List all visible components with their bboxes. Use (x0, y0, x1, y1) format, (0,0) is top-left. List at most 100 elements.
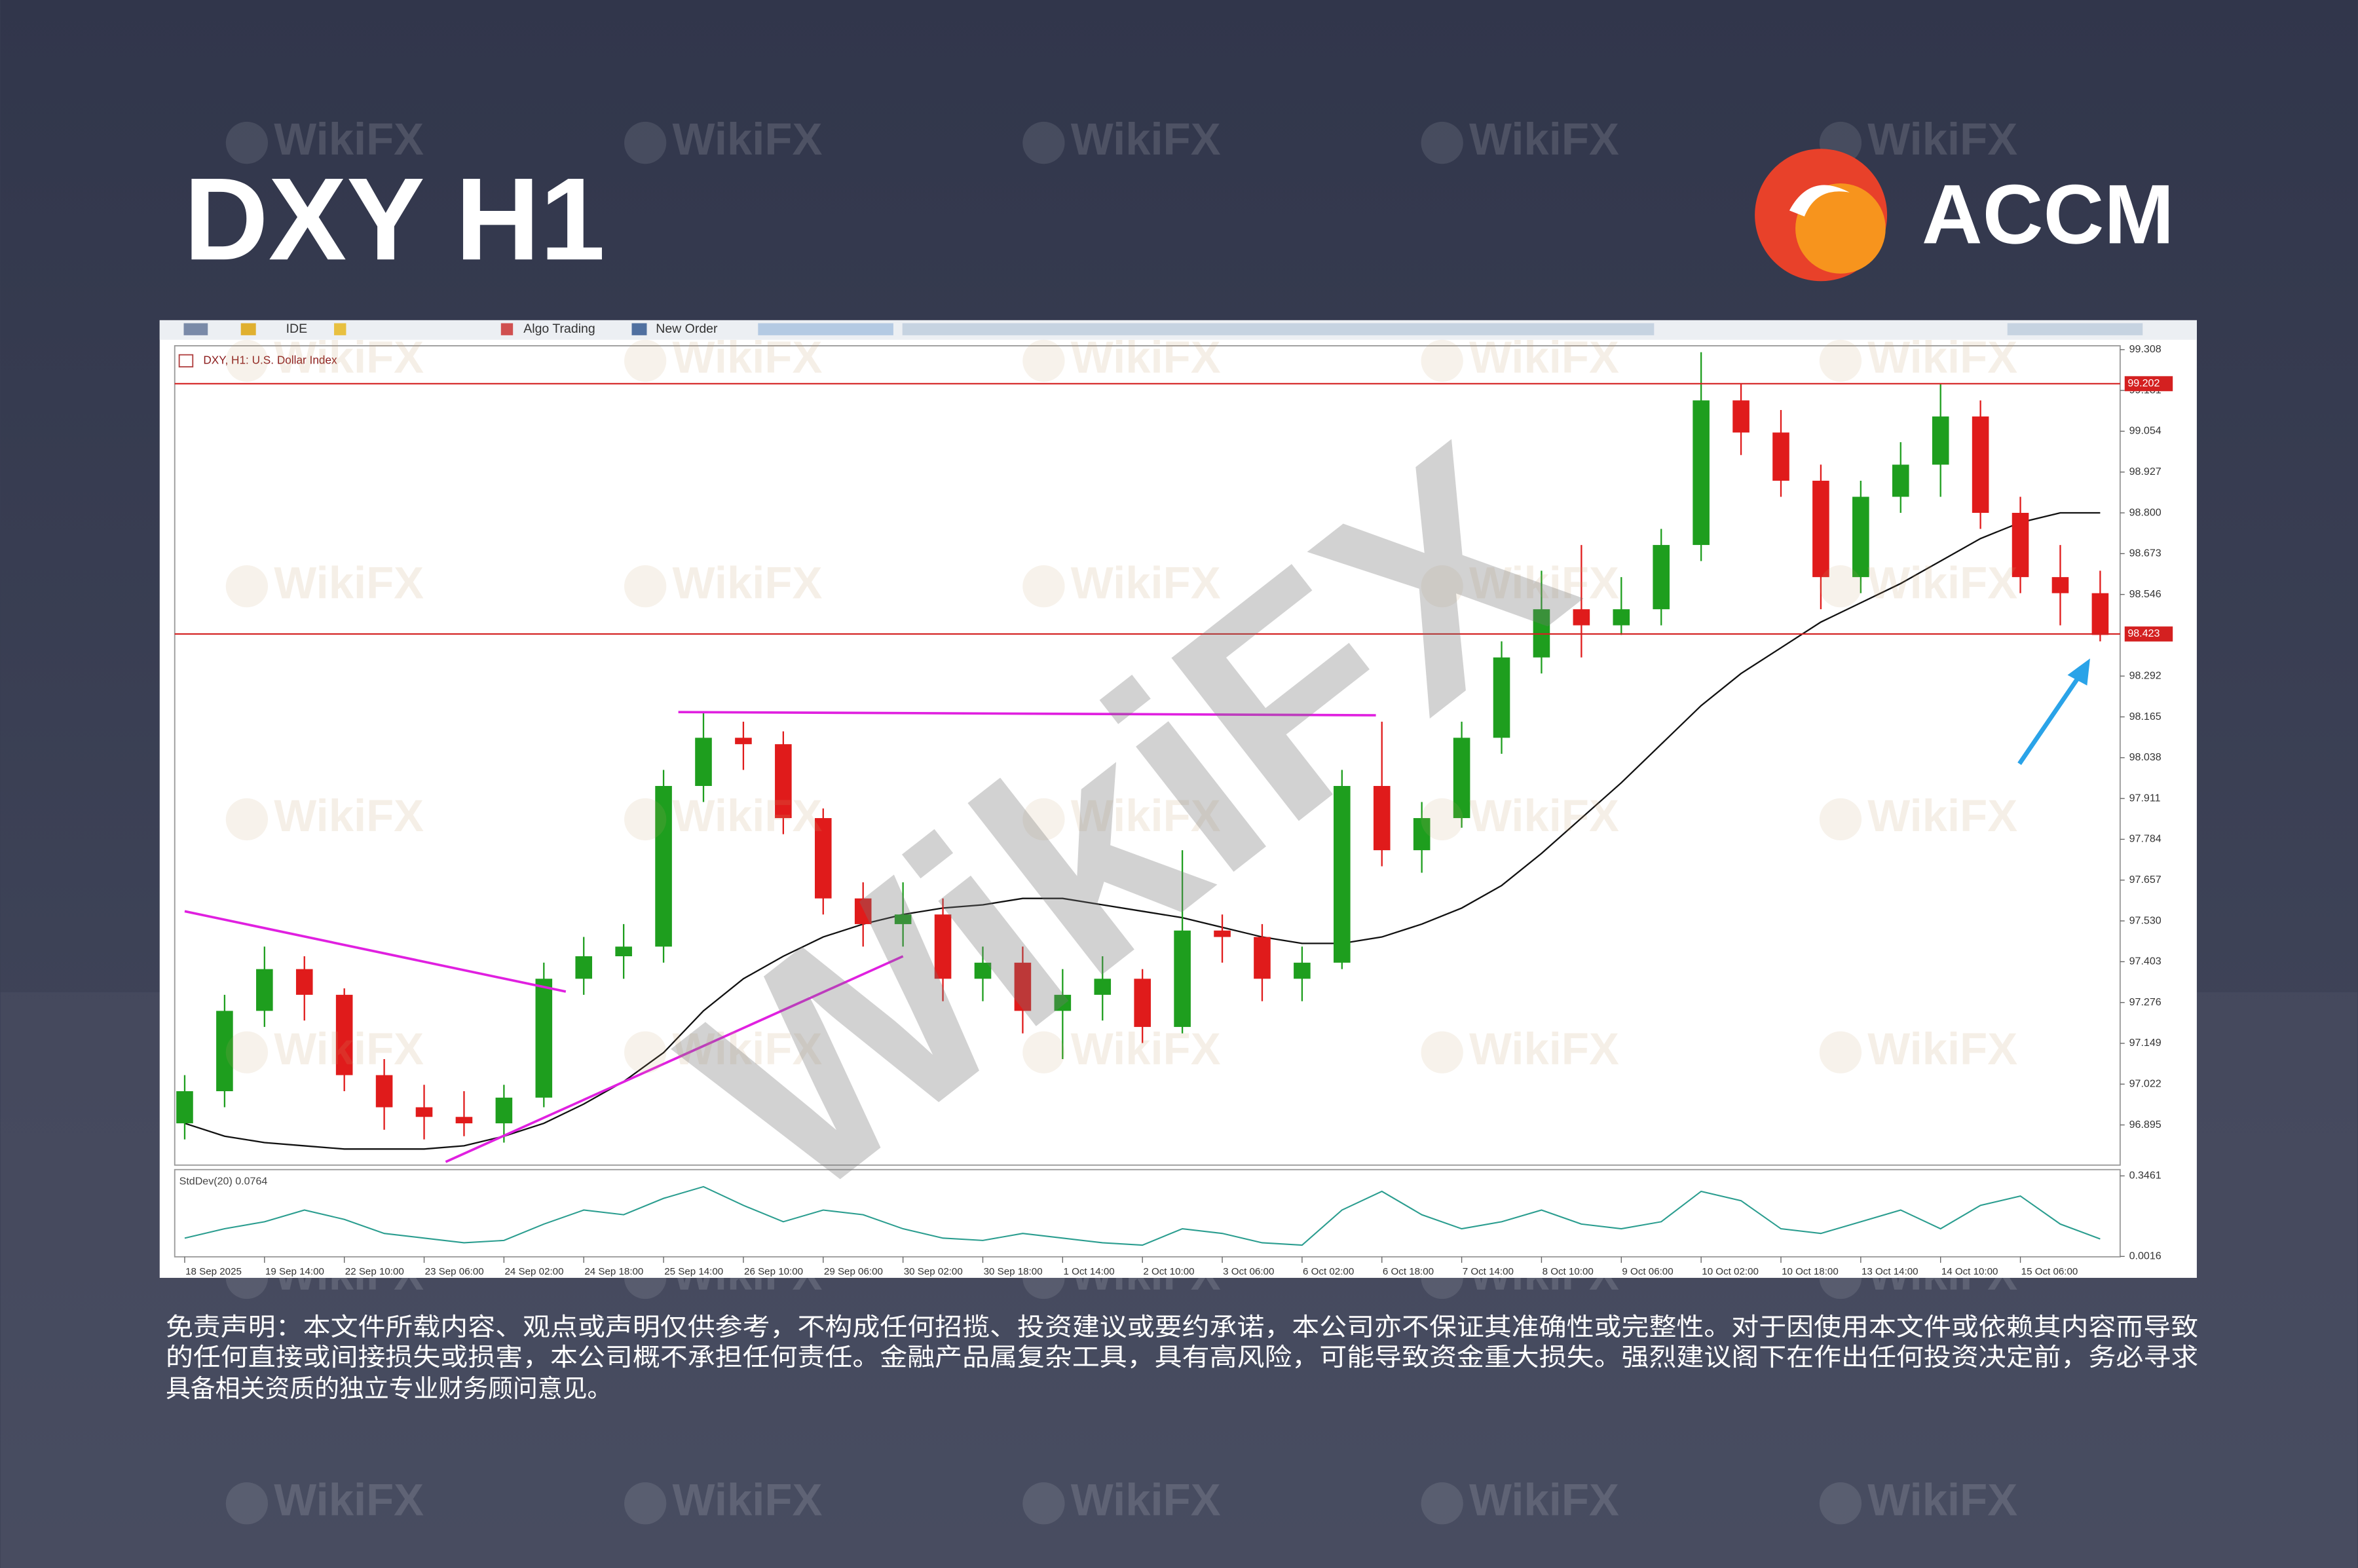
plot: 99.30899.18199.05498.92798.80098.67398.5… (174, 343, 2173, 1277)
x-tick-label: 8 Oct 10:00 (1543, 1266, 1594, 1277)
watermark-icon (1022, 1482, 1065, 1525)
trendline (445, 955, 904, 1163)
watermark-icon (1819, 1482, 1862, 1525)
watermark: WikiFX (1867, 332, 2017, 383)
y-tick-label: 0.3461 (2129, 1170, 2162, 1182)
candle-body (1094, 979, 1112, 995)
candle-body (735, 737, 752, 745)
watermark-icon (1819, 1031, 1862, 1073)
candle-body (1653, 545, 1670, 610)
candle-body (1493, 657, 1510, 738)
price-label: 98.423 (2127, 627, 2160, 639)
toolbar-button[interactable]: IDE (286, 322, 308, 336)
watermark-icon (1022, 339, 1065, 383)
x-tick-label: 18 Sep 2025 (185, 1266, 242, 1277)
watermark: WikiFX (1071, 332, 1221, 383)
candle-body (1972, 416, 1989, 513)
y-tick-label: 98.673 (2129, 548, 2162, 559)
y-tick-label: 97.657 (2129, 874, 2162, 886)
y-tick-label: 98.038 (2129, 751, 2162, 763)
watermark: WikiFX (274, 1024, 424, 1074)
watermark-icon (1022, 121, 1065, 164)
candle-body (894, 914, 912, 924)
watermark: WikiFX (274, 557, 424, 608)
watermark: WikiFX (1867, 1474, 2017, 1525)
candle-body (1134, 979, 1151, 1027)
toolbar-button[interactable]: New Order (656, 322, 718, 336)
watermark-icon (225, 1482, 269, 1525)
candle-body (1413, 818, 1431, 851)
watermark-icon (1421, 1482, 1463, 1525)
x-tick-label: 7 Oct 14:00 (1463, 1266, 1514, 1277)
y-tick-label: 97.022 (2129, 1077, 2162, 1089)
x-tick-label: 30 Sep 02:00 (904, 1266, 963, 1277)
disclaimer-line: 的任何直接或间接损失或损害，本公司概不承担任何责任。金融产品属复杂工具，具有高风… (166, 1344, 2198, 1372)
x-tick-label: 22 Sep 10:00 (345, 1266, 404, 1277)
watermark-icon (225, 565, 269, 608)
candle-body (1334, 785, 1351, 963)
watermark: WikiFX (1867, 791, 2017, 841)
watermark: WikiFX (1071, 557, 1221, 608)
y-tick-label: 97.784 (2129, 833, 2162, 845)
watermark: WikiFX (1867, 557, 2017, 608)
watermark: WikiFX (1469, 557, 1619, 608)
toolbar-button[interactable]: Algo Trading (523, 322, 595, 336)
candle-body (1772, 432, 1789, 481)
y-tick-label: 98.927 (2129, 466, 2162, 477)
candle-body (415, 1107, 433, 1117)
candle-body (1373, 785, 1391, 851)
y-tick-label: 0.0016 (2129, 1250, 2162, 1262)
candle-body (2012, 513, 2029, 578)
logo-mark (1795, 183, 1886, 274)
toolbar (159, 320, 2197, 340)
arrow-line (2017, 672, 2084, 765)
page-title: DXY H1 (184, 153, 605, 284)
main-frame (174, 345, 2121, 1166)
toolbar-icons (183, 323, 2143, 335)
toolbar-icon (500, 323, 514, 335)
indicator-line (184, 1185, 2101, 1246)
candle-body (1613, 609, 1630, 625)
watermark-icon (624, 565, 667, 608)
candle-body (1254, 937, 1271, 979)
candle-body (695, 737, 712, 786)
toolbar-icon (334, 323, 346, 335)
watermark-icon (1022, 798, 1065, 841)
x-tick-label: 9 Oct 06:00 (1622, 1266, 1673, 1277)
price-label-box (2124, 376, 2173, 392)
candle-body (814, 818, 832, 899)
toolbar-icon (902, 323, 1655, 335)
candle-body (974, 962, 992, 979)
watermark-icon (624, 798, 667, 841)
annotation-arrow (2017, 658, 2090, 765)
watermark: WikiFX (274, 114, 424, 164)
y-tick-label: 98.292 (2129, 669, 2162, 681)
candle-body (775, 744, 792, 819)
candle-body (1214, 930, 1231, 937)
candle-body (335, 994, 353, 1075)
candle-body (455, 1117, 473, 1124)
watermark: WikiFX (1469, 114, 1619, 164)
x-tick-label: 26 Sep 10:00 (744, 1266, 803, 1277)
watermark-icon (624, 339, 667, 383)
watermark-icon (225, 121, 269, 164)
watermark-icon (624, 121, 667, 164)
toolbar-icon (2007, 323, 2143, 335)
watermark-icon (1421, 121, 1463, 164)
watermark-icon (624, 1031, 667, 1073)
y-tick-label: 98.546 (2129, 588, 2162, 600)
watermark: WikiFX (1469, 332, 1619, 383)
candle-body (495, 1097, 513, 1124)
price-label-box (2124, 626, 2173, 642)
watermark: WikiFX (1867, 1024, 2017, 1074)
watermark: WikiFX (1469, 791, 1619, 841)
candle-body (295, 969, 313, 995)
watermark: WikiFX (1469, 1024, 1619, 1074)
watermark-icon (1022, 565, 1065, 608)
watermark: WikiFX (672, 557, 822, 608)
watermark: WikiFX (1071, 1024, 1221, 1074)
watermark-icon (1421, 565, 1463, 608)
x-tick-label: 2 Oct 10:00 (1143, 1266, 1194, 1277)
candle-body (1892, 464, 1909, 497)
